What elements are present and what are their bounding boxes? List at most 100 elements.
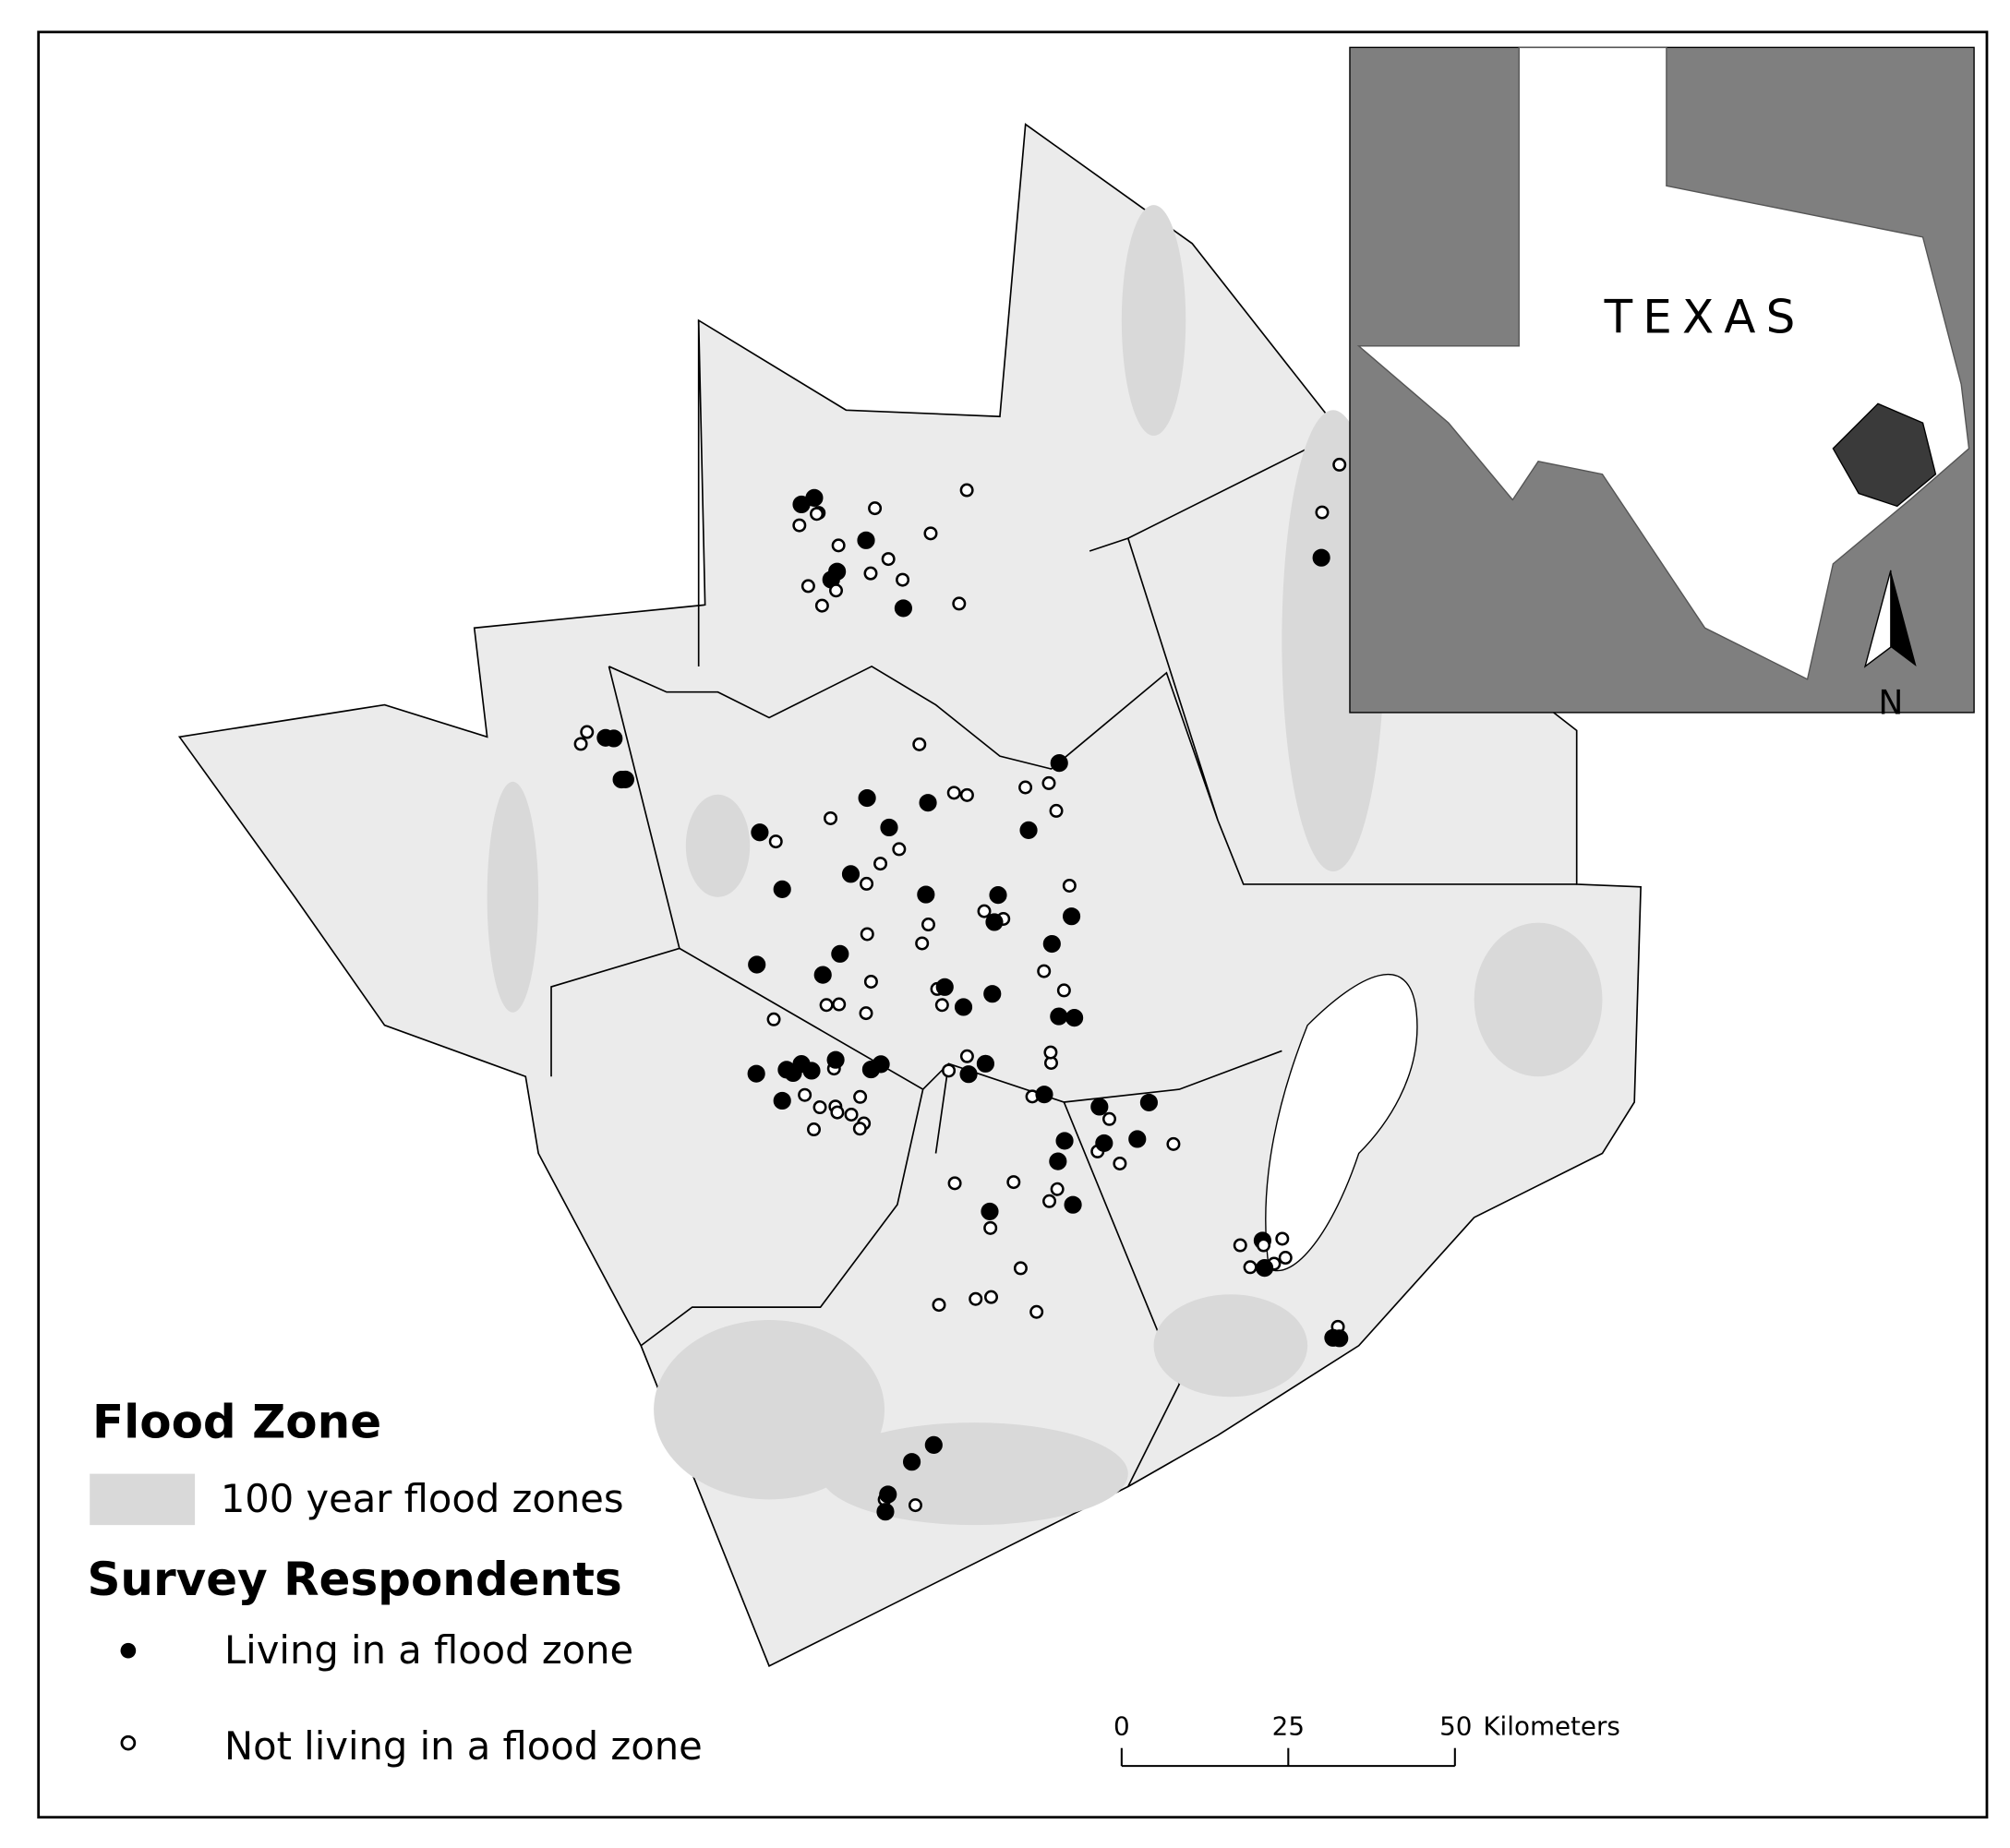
dot-no-flood: [1043, 1045, 1058, 1060]
dot-flood: [1095, 1134, 1113, 1152]
county-borders: [550, 320, 1577, 1487]
dot-flood: [981, 1202, 999, 1220]
north-arrow-outline: [1863, 570, 1892, 668]
dot-no-flood: [1050, 1182, 1065, 1196]
dot-flood: [828, 562, 847, 581]
dot-no-flood: [1233, 1238, 1247, 1253]
dot-flood: [1062, 907, 1081, 926]
dot-no-flood: [946, 786, 961, 800]
flood-swatch: [90, 1473, 196, 1526]
dot-no-flood: [863, 566, 878, 581]
scale-unit: Kilometers: [1483, 1710, 1620, 1741]
dot-no-flood: [768, 834, 783, 849]
dot-no-flood: [915, 936, 930, 951]
dot-no-flood: [1275, 1231, 1290, 1246]
north-label: N: [1878, 684, 1903, 723]
dot-no-flood: [1041, 775, 1056, 790]
dot-no-flood: [959, 1049, 974, 1063]
dot-no-flood: [952, 596, 967, 611]
respondent-points: [573, 457, 1384, 1521]
dot-no-flood: [832, 997, 847, 1012]
dot-flood: [1065, 1009, 1084, 1027]
dot-no-flood: [860, 927, 874, 942]
inset-label: TEXAS: [1604, 291, 1806, 344]
dot-no-flood: [824, 810, 838, 825]
north-arrow: [1890, 570, 1917, 666]
bay: [1265, 974, 1418, 1272]
dot-flood: [612, 770, 631, 789]
dot-no-flood: [807, 1122, 821, 1137]
filled-dot-swatch: [120, 1642, 137, 1659]
dot-flood: [802, 1062, 821, 1080]
dot-no-flood: [1029, 1304, 1044, 1319]
dot-no-flood: [580, 725, 595, 739]
dot-flood: [876, 1503, 895, 1521]
dot-no-flood: [921, 918, 935, 932]
dot-no-flood: [892, 842, 907, 857]
dot-no-flood: [853, 1089, 868, 1104]
dot-no-flood: [908, 1498, 922, 1513]
dot-no-flood: [932, 1298, 946, 1313]
dot-flood: [959, 1065, 978, 1084]
dot-flood: [1035, 1086, 1053, 1104]
dot-no-flood: [798, 1087, 812, 1102]
dot-no-flood: [831, 538, 846, 553]
dot-flood: [976, 1054, 994, 1073]
dot-flood: [1019, 821, 1038, 839]
dot-no-flood: [896, 572, 910, 587]
dot-no-flood: [852, 1122, 867, 1136]
legend-item: Living in a flood zone: [224, 1627, 633, 1673]
dot-flood: [917, 885, 935, 904]
scale-label: 50: [1439, 1710, 1472, 1741]
legend-title: Survey Respondents: [87, 1553, 621, 1606]
dot-flood: [935, 978, 954, 996]
dot-no-flood: [860, 876, 874, 891]
dot-flood: [1128, 1130, 1147, 1148]
dot-flood: [983, 985, 1002, 1003]
dot-no-flood: [830, 1105, 845, 1120]
dot-no-flood: [942, 1063, 957, 1078]
dot-no-flood: [912, 737, 927, 751]
dot-flood: [1139, 1093, 1158, 1111]
dot-no-flood: [819, 998, 834, 1013]
dot-no-flood: [983, 1220, 998, 1235]
flood-zone: [487, 781, 539, 1013]
dot-flood: [596, 728, 615, 747]
dot-flood: [924, 1435, 943, 1454]
dot-flood: [1049, 1152, 1067, 1170]
dot-flood: [1042, 934, 1061, 954]
dot-flood: [748, 955, 766, 974]
dot-no-flood: [947, 1176, 962, 1191]
dot-flood: [857, 531, 875, 549]
dot-flood: [751, 823, 769, 842]
dot-no-flood: [844, 1107, 859, 1122]
flood-zone: [820, 1422, 1128, 1526]
legend: Flood Zone 100 year flood zones Survey R…: [87, 1395, 702, 1769]
dot-flood: [841, 865, 861, 883]
dot-flood: [902, 1453, 921, 1471]
flood-zone: [654, 1320, 885, 1500]
legend-item: Not living in a flood zone: [224, 1723, 703, 1769]
dot-no-flood: [1332, 457, 1347, 472]
dot-no-flood: [959, 787, 974, 802]
dot-no-flood: [934, 998, 949, 1013]
study-area: [1832, 402, 1937, 508]
dot-no-flood: [1049, 803, 1064, 818]
dot-flood: [1312, 548, 1330, 567]
dot-no-flood: [1257, 1238, 1271, 1253]
inset-map: TEXAS N: [1349, 46, 1975, 723]
dot-flood: [773, 880, 791, 898]
flood-zone: [1474, 922, 1603, 1077]
dot-no-flood: [1278, 1251, 1293, 1266]
dot-no-flood: [1037, 964, 1052, 978]
dot-flood: [1064, 1195, 1082, 1214]
dot-flood: [954, 998, 973, 1016]
dot-flood: [1050, 1007, 1068, 1026]
dot-flood: [826, 1050, 845, 1069]
dot-flood: [858, 788, 876, 808]
dot-no-flood: [829, 583, 844, 598]
dot-flood: [805, 488, 824, 507]
dot-no-flood: [1056, 983, 1071, 998]
dot-flood: [747, 1064, 765, 1083]
